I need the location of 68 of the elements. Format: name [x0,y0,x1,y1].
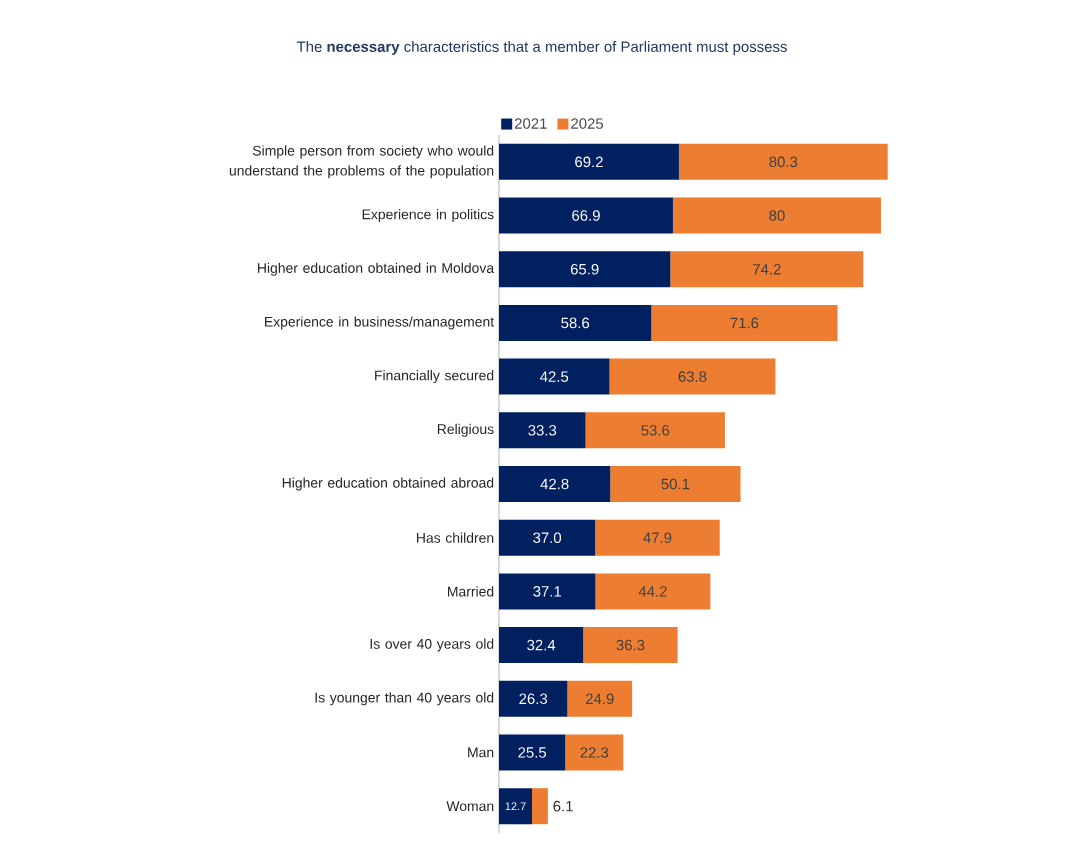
bar [672,197,881,234]
data-label: 47.9 [643,532,672,543]
data-label: 26.3 [519,693,548,705]
y-tick-label: Man [468,747,494,758]
bar [499,734,566,771]
data-label: 66.9 [572,210,600,221]
data-label: 50.1 [661,478,690,490]
bar [678,143,888,180]
y-tick-label: Experience in politics [362,209,494,223]
chart-title: The necessary characteristics that a member of Parliament must possess [296,41,787,55]
data-label: 32.4 [527,639,556,651]
data-label: 58.6 [561,317,590,329]
data-label: 37.1 [533,586,562,597]
bar [532,788,548,825]
bar [567,680,633,717]
data-label: 63.8 [678,371,707,382]
y-tick-label: Higher education obtained abroad [282,477,494,491]
data-label: 33.3 [528,425,557,436]
bar [499,251,671,288]
y-tick-label: Higher education obtained in Moldova [258,262,495,276]
data-label: 80.3 [769,156,798,168]
data-label: 36.3 [616,639,645,651]
y-tick-label: Financially secured [375,370,494,384]
bar [609,358,776,395]
data-label: 6.1 [553,800,573,812]
legend-label: 2025 [571,118,604,129]
bar [499,573,596,610]
bar [499,627,584,664]
bar [499,680,568,717]
bar [585,412,725,449]
data-label: 24.9 [585,693,614,705]
data-label: 25.5 [518,747,547,758]
data-label: 12.7 [505,802,526,810]
y-tick-label: Is over 40 years old [370,638,494,652]
bar [499,519,596,556]
bar [499,412,586,449]
bar [583,627,678,664]
y-tick-label: Experience in business/management [265,316,494,330]
data-label: 69.2 [575,156,603,168]
data-label: 53.6 [641,425,670,436]
bar [499,358,610,395]
bar [499,304,652,341]
y-tick-label: Woman [446,801,494,812]
y-tick-label: Has children [416,532,494,543]
y-tick-label: Married [448,586,494,597]
data-label: 37.0 [533,532,562,543]
data-label: 74.2 [753,264,781,275]
bar [651,304,838,341]
bar [499,197,673,234]
legend-label: 2021 [514,118,547,129]
data-label: 44.2 [638,586,667,597]
data-label: 42.5 [540,371,569,382]
bar [565,734,624,771]
bar [499,466,611,502]
data-label: 42.8 [540,478,569,490]
y-tick-label: Is younger than 40 years old [315,692,494,706]
bar [499,143,679,180]
bar [595,573,711,610]
data-label: 22.3 [580,747,609,758]
bar [670,251,864,288]
data-label: 65.9 [570,263,599,275]
data-label: 80 [769,210,785,221]
bar [499,788,533,825]
data-label: 71.6 [730,317,759,329]
bar [610,466,741,502]
y-tick-label: Simple person from society who would understand the problems of the population [229,145,494,179]
y-tick-label: Religious [437,423,494,437]
bar [595,519,720,556]
